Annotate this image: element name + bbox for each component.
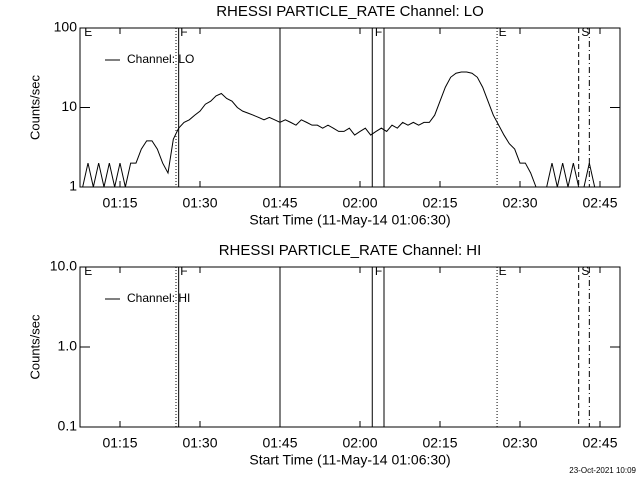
y-axis-label: Counts/sec	[27, 74, 42, 140]
legend-label: Channel: HI	[127, 291, 190, 305]
x-axis-label: Start Time (11-May-14 01:06:30)	[249, 212, 450, 228]
y-tick-label: 1	[69, 178, 77, 194]
y-tick-label: 100	[54, 19, 78, 35]
event-label: F	[375, 264, 382, 278]
event-label: E	[499, 264, 507, 278]
y-tick-label: 10	[61, 98, 77, 114]
x-tick-label: 02:00	[342, 435, 377, 451]
x-tick-label: 02:45	[582, 435, 617, 451]
event-label: E	[499, 25, 507, 39]
event-label: F	[180, 264, 187, 278]
event-label: E	[84, 25, 92, 39]
x-tick-label: 01:45	[262, 195, 297, 211]
x-tick-label: 01:15	[102, 435, 137, 451]
chart-title: RHESSI PARTICLE_RATE Channel: HI	[219, 242, 482, 259]
x-axis-label: Start Time (11-May-14 01:06:30)	[249, 452, 450, 468]
chart-title: RHESSI PARTICLE_RATE Channel: LO	[216, 3, 484, 20]
x-tick-label: 02:30	[502, 195, 537, 211]
x-tick-label: 02:15	[422, 435, 457, 451]
footer: 23-Oct-2021 10:09	[569, 466, 636, 475]
x-tick-label: 01:30	[182, 195, 217, 211]
x-tick-label: 01:15	[102, 195, 137, 211]
y-tick-label: 0.1	[58, 418, 78, 434]
event-label: S	[581, 264, 589, 278]
x-tick-label: 01:45	[262, 435, 297, 451]
event-label: F	[375, 25, 382, 39]
legend-label: Channel: LO	[127, 52, 194, 66]
y-tick-label: 10.0	[50, 258, 77, 274]
data-line	[82, 71, 600, 188]
y-tick-label: 1.0	[58, 338, 78, 354]
x-tick-label: 01:30	[182, 435, 217, 451]
x-tick-label: 02:30	[502, 435, 537, 451]
x-tick-label: 02:45	[582, 195, 617, 211]
event-label: S	[581, 25, 589, 39]
x-tick-label: 02:00	[342, 195, 377, 211]
x-tick-label: 02:15	[422, 195, 457, 211]
y-axis-label: Counts/sec	[27, 314, 42, 380]
event-label: E	[84, 264, 92, 278]
event-label: F	[180, 25, 187, 39]
